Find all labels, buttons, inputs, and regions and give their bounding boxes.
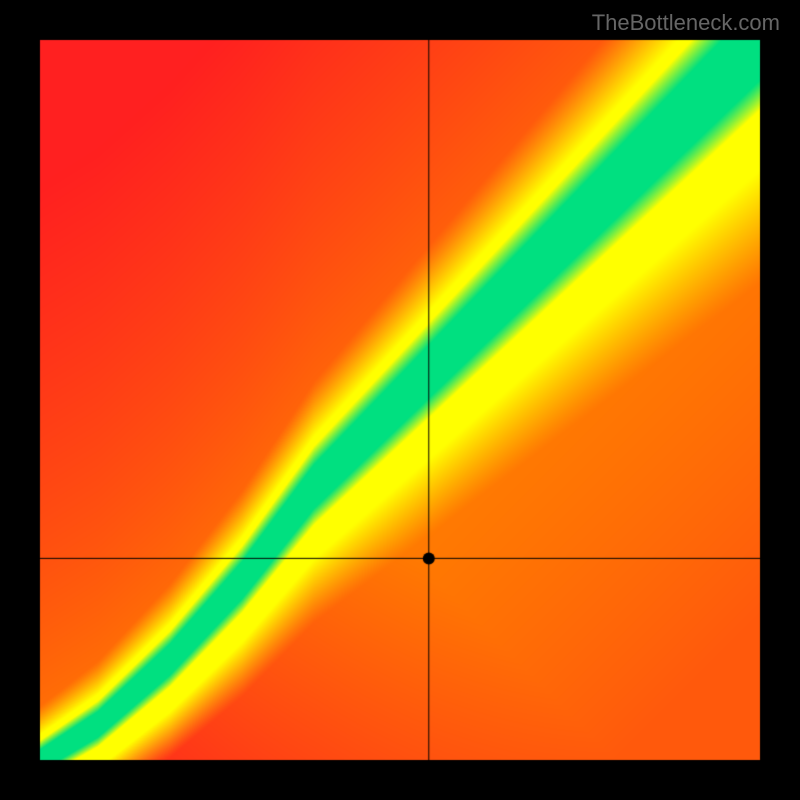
watermark-text: TheBottleneck.com bbox=[592, 10, 780, 36]
bottleneck-heatmap bbox=[0, 0, 800, 800]
chart-container: TheBottleneck.com bbox=[0, 0, 800, 800]
